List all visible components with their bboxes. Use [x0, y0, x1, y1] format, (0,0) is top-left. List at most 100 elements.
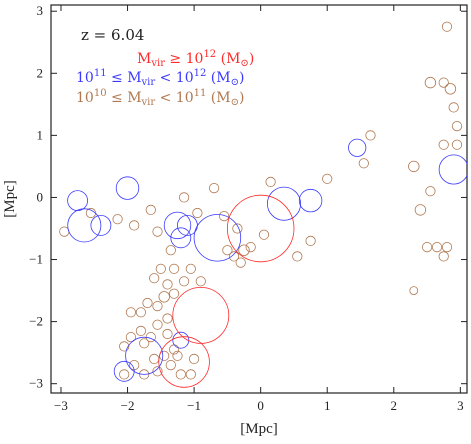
halo-point: [451, 121, 463, 132]
halo-point: [409, 286, 419, 296]
halo-point: [438, 154, 467, 185]
x-tick-label: −3: [54, 398, 68, 413]
x-tick-label: 1: [324, 398, 331, 413]
halo-point: [172, 350, 183, 361]
halo-point: [119, 369, 130, 380]
halo-point: [67, 190, 88, 212]
halo-point: [169, 263, 180, 274]
legend-entry-low-mass: 1010 ≤ Mvir < 1011 (M⊙): [76, 88, 244, 108]
y-tick-label: 2: [37, 65, 44, 80]
y-tick-label: −3: [29, 376, 43, 391]
halo-point: [175, 369, 186, 380]
y-tick-label: 0: [37, 189, 44, 204]
halo-point: [365, 130, 376, 141]
halo-point: [265, 176, 276, 187]
halo-point: [408, 160, 420, 173]
halo-point: [152, 319, 163, 330]
halo-point: [149, 273, 160, 284]
x-axis-label: [Mpc]: [240, 421, 278, 437]
legend: z = 6.04 Mvir ≥ 1012 (M⊙) 1011 ≤ Mvir < …: [76, 26, 254, 108]
halo-point: [421, 242, 433, 253]
halo-point: [139, 369, 150, 380]
halo-point: [438, 139, 449, 150]
y-tick-label: 3: [37, 3, 44, 18]
halo-point: [193, 214, 242, 262]
halo-point: [155, 263, 166, 274]
halo-point: [228, 251, 240, 262]
halo-point: [424, 76, 437, 89]
x-tick-label: 2: [391, 398, 398, 413]
redshift-label: z = 6.04: [81, 26, 144, 44]
halo-point: [125, 331, 136, 343]
halo-point: [441, 21, 453, 32]
halo-point: [219, 211, 230, 222]
halo-point: [185, 263, 196, 274]
halo-point: [152, 226, 163, 237]
x-axis: −3 −2 −1 0 1 2 3: [54, 5, 464, 413]
halo-point: [438, 251, 449, 262]
halo-point: [149, 353, 160, 364]
halo-point: [192, 207, 203, 219]
halo-point: [425, 186, 436, 197]
halo-point: [139, 338, 150, 349]
legend-entry-high-mass: Mvir ≥ 1012 (M⊙): [137, 49, 254, 69]
halo-point: [115, 176, 140, 200]
y-axis: −3 −2 −1 0 1 2 3: [29, 3, 467, 391]
legend-entry-mid-mass: 1011 ≤ Mvir < 1012 (M⊙): [76, 68, 244, 88]
y-tick-label: −1: [29, 252, 43, 267]
halo-point: [444, 83, 457, 95]
halo-point: [135, 307, 146, 318]
halo-point: [85, 207, 97, 219]
halo-point: [227, 194, 295, 263]
halo-point: [162, 313, 173, 324]
halo-point: [266, 186, 301, 221]
y-tick-label: −2: [29, 314, 43, 329]
halo-point: [245, 242, 256, 253]
halo-point: [170, 227, 192, 249]
halo-point: [152, 366, 163, 377]
halo-point: [189, 353, 200, 364]
halo-point: [451, 139, 463, 150]
plot-frame: [50, 4, 468, 394]
halo-point: [158, 291, 170, 303]
halo-point: [209, 183, 220, 194]
halo-point: [135, 325, 146, 336]
halo-point: [179, 276, 190, 287]
halo-point: [185, 369, 196, 380]
x-tick-label: 3: [457, 398, 464, 413]
x-tick-label: −2: [121, 398, 135, 413]
halo-point: [90, 214, 112, 236]
x-tick-label: 0: [257, 398, 264, 413]
halo-point: [292, 251, 303, 262]
halo-point: [145, 204, 156, 215]
halo-point: [438, 77, 449, 88]
y-tick-label: 1: [37, 127, 44, 142]
halo-point: [113, 360, 135, 382]
halo-point: [195, 276, 206, 287]
halo-point: [232, 223, 243, 234]
halo-point: [258, 229, 270, 240]
halo-point: [222, 245, 233, 256]
halo-point: [119, 341, 130, 352]
halo-point: [112, 214, 123, 225]
halo-point: [238, 244, 250, 256]
halo-point: [414, 204, 427, 216]
plot-area: [59, 21, 467, 388]
halo-point: [152, 300, 163, 312]
halo-point: [162, 328, 173, 340]
halo-point: [125, 307, 136, 318]
halo-point: [235, 257, 246, 268]
halo-point: [125, 336, 164, 375]
halo-point: [142, 297, 153, 309]
halo-point: [358, 158, 369, 169]
halo-point: [67, 208, 102, 243]
halo-point: [169, 288, 180, 299]
halo-point: [158, 336, 210, 388]
x-tick-label: −1: [187, 398, 201, 413]
halo-point: [179, 192, 190, 203]
halo-point: [441, 242, 453, 253]
halo-point: [431, 242, 443, 253]
halo-point: [165, 359, 176, 371]
halo-point: [322, 173, 333, 184]
